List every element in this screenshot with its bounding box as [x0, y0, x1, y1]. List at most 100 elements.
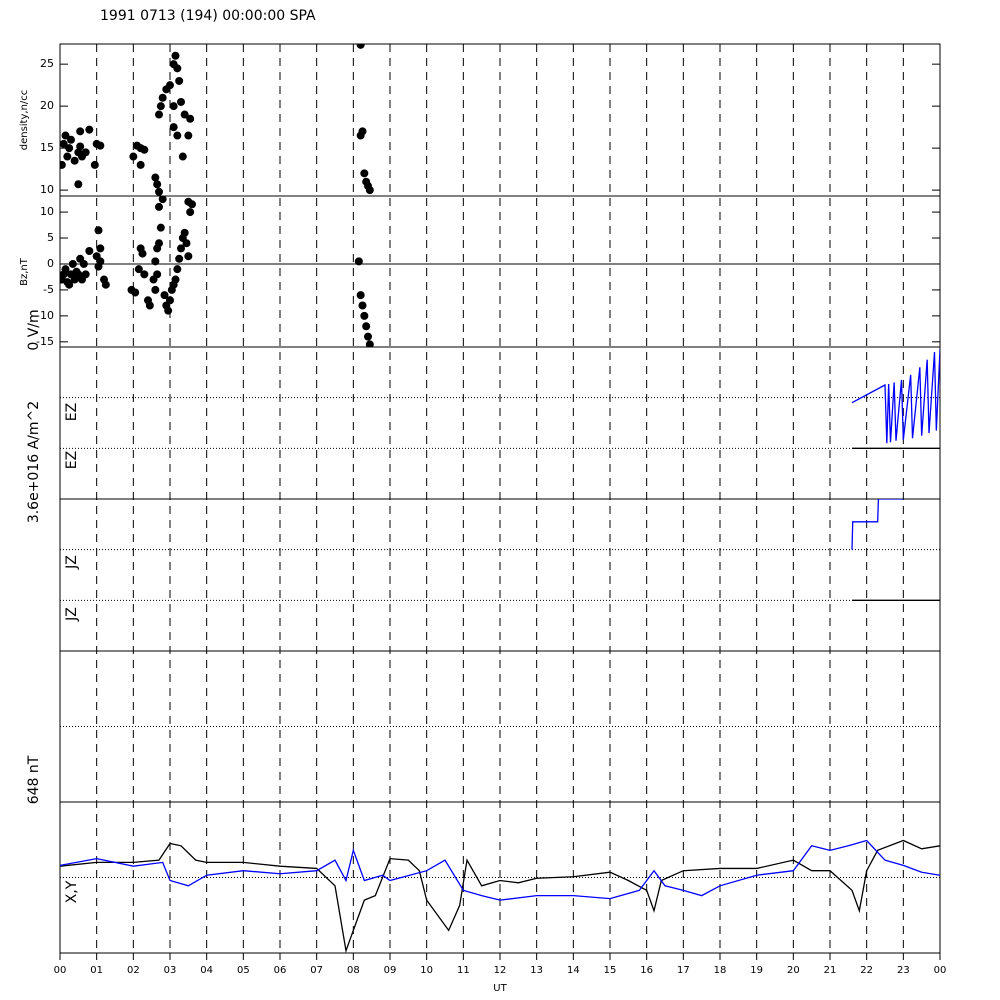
- point: [360, 169, 369, 178]
- y-tick-label: -15: [36, 335, 54, 348]
- point: [365, 186, 374, 195]
- chart-title: 1991 0713 (194) 00:00:00 SPA: [100, 8, 316, 24]
- point: [180, 228, 189, 237]
- point: [60, 139, 68, 148]
- plot-area: [60, 44, 374, 196]
- point: [76, 142, 85, 151]
- x-tick-label: 10: [420, 965, 433, 976]
- point: [188, 200, 196, 209]
- x-tick-label: 14: [567, 965, 580, 976]
- y-axis-label: density,n/cc: [19, 90, 30, 151]
- x-tick-label: 05: [237, 965, 250, 976]
- x-tick-label: 03: [164, 965, 177, 976]
- point: [166, 81, 174, 90]
- point: [74, 180, 83, 189]
- point: [155, 239, 163, 248]
- point: [61, 265, 70, 274]
- trace-label: EZ: [64, 403, 80, 421]
- point: [184, 131, 193, 140]
- x-tick-label: 22: [860, 965, 873, 976]
- point: [158, 196, 167, 204]
- point: [178, 152, 187, 161]
- point: [153, 180, 162, 189]
- point: [156, 223, 165, 232]
- panel-frame: [59, 498, 941, 652]
- y-tick-label: 5: [47, 231, 54, 244]
- x-tick-label: 16: [640, 965, 653, 976]
- point: [160, 291, 169, 300]
- point: [101, 280, 110, 289]
- x-tick-label: 19: [750, 965, 763, 976]
- point: [67, 135, 75, 144]
- point: [140, 145, 149, 154]
- point: [177, 244, 185, 253]
- x-tick-label: 00: [54, 965, 67, 976]
- point: [360, 311, 369, 320]
- scale-label: 3.6e+016 A/m^2: [26, 401, 42, 523]
- y-tick-label: -5: [43, 283, 54, 296]
- point: [156, 102, 165, 111]
- point: [173, 265, 182, 274]
- point: [354, 257, 363, 266]
- point: [151, 257, 160, 266]
- point: [63, 152, 72, 161]
- point: [177, 97, 185, 106]
- x-tick-label: 11: [457, 965, 470, 976]
- x-tick-label: 20: [787, 965, 800, 976]
- point: [169, 102, 178, 111]
- point: [173, 64, 182, 73]
- y-tick-label: 10: [40, 205, 54, 218]
- point: [96, 244, 105, 253]
- plot-area: [851, 349, 940, 449]
- point: [129, 152, 138, 161]
- y-tick-label: 25: [40, 57, 54, 70]
- point: [186, 208, 195, 217]
- point: [65, 144, 74, 153]
- point: [145, 301, 154, 310]
- x-tick-label: 09: [384, 965, 397, 976]
- point: [60, 160, 66, 169]
- trace-label: X,Y: [64, 880, 80, 903]
- point: [90, 160, 99, 169]
- point: [182, 239, 191, 248]
- point: [356, 291, 365, 300]
- trace-label: JZ: [64, 555, 80, 570]
- point: [184, 252, 193, 261]
- trace: [60, 839, 940, 953]
- point: [356, 131, 365, 140]
- x-tick-label: 21: [824, 965, 837, 976]
- y-tick-label: 0: [47, 257, 54, 270]
- x-tick-label: 04: [200, 965, 213, 976]
- plot-area: [60, 839, 940, 953]
- x-tick-label: 00: [934, 965, 947, 976]
- y-axis-label: 0 V/m: [26, 309, 42, 350]
- x-tick-label: 23: [897, 965, 910, 976]
- point: [151, 173, 160, 182]
- point: [155, 187, 163, 196]
- trace: [851, 499, 904, 550]
- point: [186, 114, 195, 123]
- x-tick-label: 06: [274, 965, 287, 976]
- x-tick-label: 07: [310, 965, 323, 976]
- x-tick-label: 17: [677, 965, 690, 976]
- point: [364, 332, 372, 341]
- x-tick-label: 15: [604, 965, 617, 976]
- point: [164, 306, 173, 315]
- plot-area: [851, 499, 940, 601]
- point: [136, 160, 145, 169]
- scale-label: 648 nT: [26, 755, 42, 804]
- point: [151, 285, 160, 294]
- point: [94, 226, 103, 235]
- point: [365, 340, 374, 347]
- point: [362, 322, 371, 331]
- y-axis-label: Bz,nT: [19, 257, 30, 286]
- point: [155, 202, 163, 211]
- point: [140, 270, 149, 279]
- trace: [60, 839, 940, 901]
- point: [131, 288, 140, 297]
- point: [85, 247, 94, 256]
- y-tick-label: 15: [40, 141, 54, 154]
- point: [68, 259, 77, 268]
- point: [61, 131, 70, 140]
- x-tick-label: 13: [530, 965, 543, 976]
